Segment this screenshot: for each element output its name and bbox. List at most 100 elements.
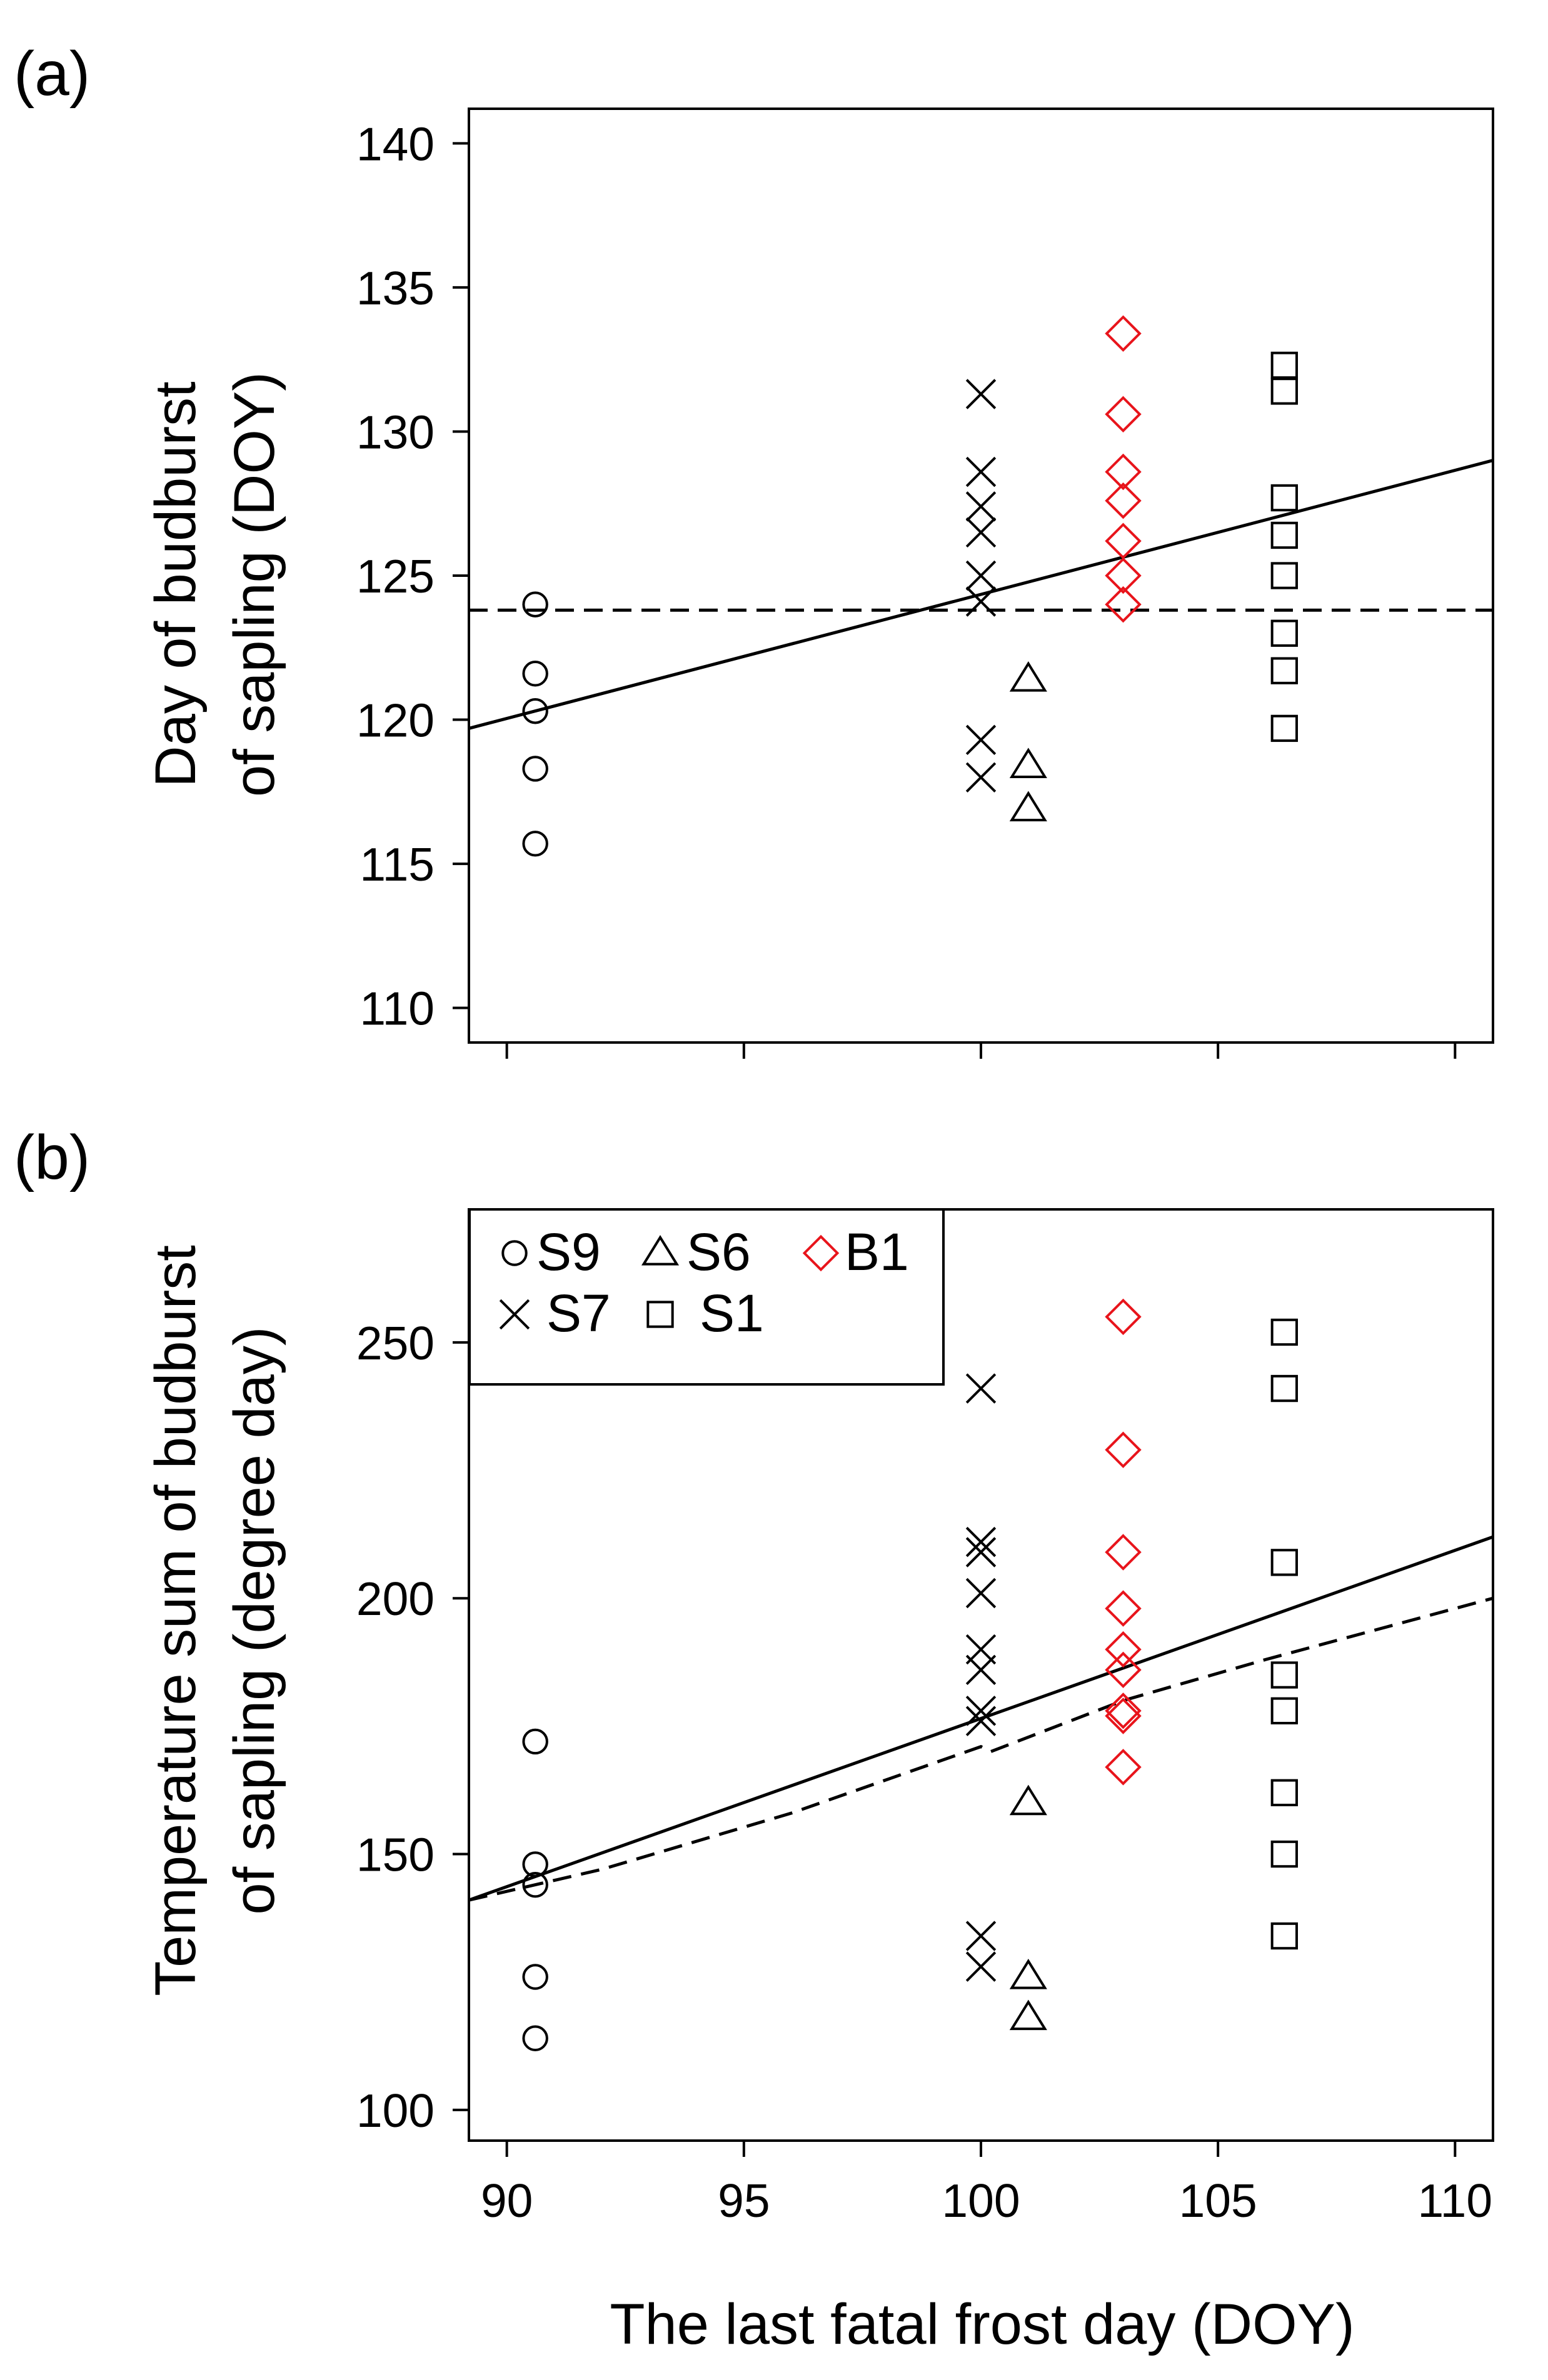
- panel-a-point-b1: [1105, 453, 1142, 491]
- legend-marker-s7: [499, 1299, 530, 1330]
- panel-b-point-s1: [1270, 1318, 1299, 1346]
- panel-b-point-s1: [1270, 1922, 1299, 1950]
- panel-b-x-tick-label: 105: [1179, 2174, 1257, 2227]
- panel-b-point-s1: [1270, 1374, 1299, 1402]
- panel-a-point-s9: [522, 591, 548, 618]
- panel-a-y-tick-label: 140: [356, 118, 435, 170]
- panel-b-point-s1: [1270, 1697, 1299, 1724]
- panel-a-point-s1: [1270, 619, 1299, 647]
- panel-b-x-tick-label: 95: [718, 2174, 770, 2227]
- panel-b-point-b1: [1105, 1698, 1142, 1734]
- panel-a-point-s7: [965, 379, 997, 409]
- legend-label-s7: S7: [546, 1284, 611, 1342]
- panel-b-y-axis-title: Temperature sum of budburst of sapling (…: [144, 1245, 286, 1996]
- panel-b-fit-lines: [468, 1535, 1494, 1902]
- legend-box: [468, 1208, 945, 1386]
- panel-b-point-b1: [1105, 1692, 1142, 1729]
- panel-a-y-tick-label: 135: [356, 262, 435, 314]
- panel-a-point-s7: [965, 586, 997, 617]
- panel-b-dashed-fit-line: [468, 1596, 1494, 1902]
- panel-a-y-tick-label: 120: [356, 694, 435, 747]
- panel-a-point-s1: [1270, 521, 1299, 549]
- panel-a-point-s1: [1270, 351, 1299, 379]
- panel-b-point-b1: [1105, 1298, 1142, 1336]
- panel-b-point-s9: [522, 1964, 548, 1990]
- legend-label-s1: S1: [700, 1284, 764, 1342]
- panel-a-fit-lines: [468, 459, 1494, 730]
- legend-marker-s1: [646, 1301, 674, 1328]
- panel-a-point-s7: [965, 762, 997, 792]
- panel-b-point-b1: [1105, 1534, 1142, 1571]
- panel-b-point-s7: [965, 1696, 997, 1726]
- panel-b-y-axis-title-line2: of sapling (degree day): [223, 1326, 286, 1914]
- panel-a-axes: 110 115 120 125 130 135 140: [356, 108, 1494, 1059]
- panel-a-point-b1: [1105, 557, 1142, 594]
- panel-b-point-s7: [965, 1526, 997, 1558]
- panel-a-point-b1: [1105, 482, 1142, 519]
- panel-a-point-s6: [1009, 748, 1047, 778]
- panel-b-point-b1: [1105, 1590, 1142, 1627]
- panel-b-point-b1: [1105, 1431, 1142, 1469]
- panel-a-point-s7: [965, 491, 997, 522]
- panel-a-y-axis-title: Day of budburst of sapling (DOY): [144, 372, 286, 797]
- panel-b-points: [522, 1298, 1299, 2051]
- panel-a-point-s9: [522, 661, 548, 687]
- panel-a-point-b1: [1105, 586, 1142, 623]
- panel-b-point-s6: [1009, 1999, 1047, 2031]
- panel-a-point-s7: [965, 560, 997, 591]
- panel-b-x-tick-label: 110: [1418, 2174, 1493, 2227]
- panel-a-label: (a): [14, 39, 90, 109]
- panel-b-point-s1: [1270, 1661, 1299, 1689]
- panel-a: (a) Day of budburst of sapling (DOY) 110…: [14, 39, 1494, 1059]
- panel-b-point-s7: [965, 1654, 997, 1686]
- panel-b-point-b1: [1105, 1631, 1142, 1668]
- panel-b-y-tick-label: 100: [356, 2084, 435, 2137]
- panel-a-point-s1: [1270, 657, 1299, 684]
- panel-b-label: (b): [14, 1122, 90, 1192]
- panel-a-y-tick-label: 125: [356, 550, 435, 602]
- panel-a-solid-fit-line: [468, 459, 1494, 730]
- panel-a-point-s1: [1270, 484, 1299, 512]
- panel-b-y-tick-label: 250: [356, 1317, 435, 1369]
- panel-b: (b) Temperature sum of budburst of sapli…: [14, 1122, 1494, 2356]
- panel-b-point-s1: [1270, 1779, 1299, 1806]
- panel-b-y-axis-title-line1: Temperature sum of budburst: [144, 1245, 208, 1996]
- panel-b-point-s9: [522, 2025, 548, 2051]
- panel-a-y-axis-title-line2: of sapling (DOY): [223, 372, 286, 797]
- panel-b-solid-fit-line: [468, 1535, 1494, 1902]
- panel-a-points: [522, 315, 1299, 857]
- legend-label-b1: B1: [845, 1222, 909, 1281]
- panel-b-x-tick-label: 100: [942, 2174, 1020, 2227]
- panel-a-point-s7: [965, 517, 997, 548]
- legend-label-s9: S9: [536, 1222, 601, 1281]
- panel-b-x-tick-label: 90: [481, 2174, 533, 2227]
- panel-a-point-s9: [522, 831, 548, 857]
- panel-b-point-s9: [522, 1728, 548, 1755]
- panel-b-point-s1: [1270, 1549, 1299, 1576]
- panel-b-point-s7: [965, 1373, 997, 1404]
- panel-b-axes: 100 150 200 250 90 95 100 105 110: [356, 1208, 1494, 2227]
- legend-label-s6: S6: [686, 1222, 751, 1281]
- panel-a-point-b1: [1105, 396, 1142, 433]
- panel-b-point-s1: [1270, 1840, 1299, 1868]
- panel-b-point-s6: [1009, 1784, 1047, 1816]
- panel-b-point-s9: [522, 1871, 548, 1898]
- panel-b-point-b1: [1105, 1749, 1142, 1786]
- legend-marker-b1: [802, 1234, 840, 1272]
- panel-a-point-s6: [1009, 791, 1047, 822]
- panel-a-point-s1: [1270, 378, 1299, 405]
- panel-a-point-s1: [1270, 562, 1299, 589]
- panel-a-point-b1: [1105, 315, 1142, 352]
- panel-b-point-s7: [965, 1537, 997, 1568]
- panel-b-point-s7: [965, 1578, 997, 1609]
- panel-a-y-tick-label: 130: [356, 406, 435, 458]
- panel-b-point-s7: [965, 1921, 997, 1951]
- panel-a-point-s7: [965, 456, 997, 488]
- panel-b-point-s6: [1009, 1959, 1047, 1989]
- panel-a-y-axis-title-line1: Day of budburst: [144, 381, 208, 787]
- panel-a-point-s9: [522, 756, 548, 782]
- panel-a-point-s1: [1270, 714, 1299, 742]
- panel-a-y-tick-label: 110: [359, 982, 435, 1035]
- panel-a-point-s9: [522, 698, 548, 724]
